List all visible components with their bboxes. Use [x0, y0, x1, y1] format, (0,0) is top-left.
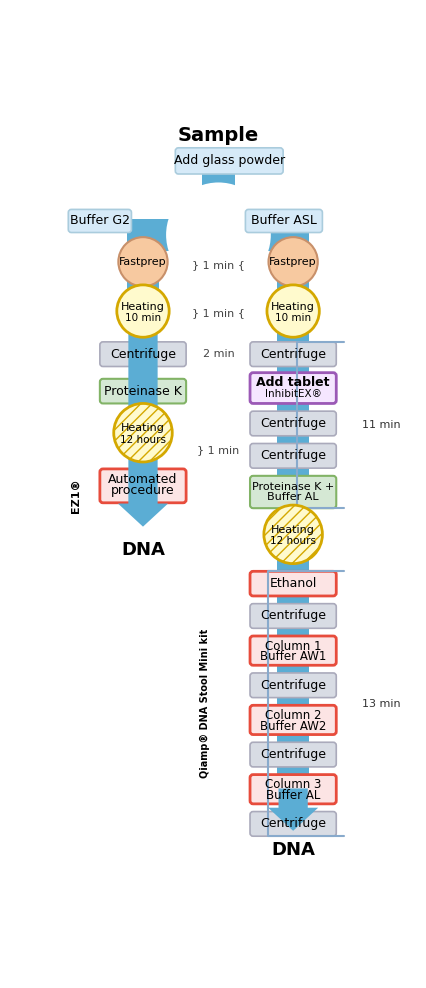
Text: 12 hours: 12 hours: [270, 536, 315, 546]
Text: Column 2: Column 2: [264, 708, 321, 722]
Text: Centrifuge: Centrifuge: [259, 450, 325, 462]
Text: 10 min: 10 min: [274, 313, 311, 323]
Text: Column 1: Column 1: [264, 639, 321, 652]
Text: DNA: DNA: [121, 540, 164, 559]
FancyBboxPatch shape: [68, 209, 131, 232]
FancyArrow shape: [268, 788, 317, 831]
Text: 12 hours: 12 hours: [120, 435, 166, 445]
FancyBboxPatch shape: [175, 148, 282, 174]
FancyBboxPatch shape: [100, 342, 186, 367]
Bar: [127, 218, 159, 333]
Text: } 1 min {: } 1 min {: [192, 260, 245, 270]
Text: Centrifuge: Centrifuge: [259, 817, 325, 830]
Circle shape: [117, 285, 169, 337]
Circle shape: [268, 237, 317, 287]
Text: } 1 min: } 1 min: [197, 445, 239, 454]
Text: Ethanol: Ethanol: [269, 577, 316, 590]
FancyBboxPatch shape: [250, 411, 336, 436]
Bar: [276, 218, 308, 788]
Text: Buffer AW1: Buffer AW1: [259, 650, 325, 663]
Text: Centrifuge: Centrifuge: [110, 348, 176, 361]
FancyBboxPatch shape: [250, 775, 336, 804]
FancyArrow shape: [118, 333, 167, 527]
FancyBboxPatch shape: [250, 372, 336, 403]
Text: Buffer AW2: Buffer AW2: [259, 719, 325, 732]
Bar: [202, 174, 234, 218]
FancyBboxPatch shape: [100, 378, 186, 403]
Text: Centrifuge: Centrifuge: [259, 748, 325, 761]
FancyBboxPatch shape: [250, 673, 336, 698]
Text: Automated: Automated: [108, 473, 177, 486]
Text: Proteinase K: Proteinase K: [104, 384, 181, 397]
FancyBboxPatch shape: [250, 636, 336, 665]
Text: Proteinase K +: Proteinase K +: [251, 481, 334, 492]
Text: Column 3: Column 3: [265, 779, 321, 791]
Text: Add glass powder: Add glass powder: [173, 154, 284, 167]
Circle shape: [263, 505, 322, 563]
Text: Heating: Heating: [271, 525, 314, 535]
Circle shape: [266, 285, 319, 337]
Text: Heating: Heating: [271, 302, 314, 312]
FancyBboxPatch shape: [250, 811, 336, 836]
Text: Buffer AL: Buffer AL: [265, 788, 320, 802]
FancyBboxPatch shape: [250, 571, 336, 596]
FancyBboxPatch shape: [250, 604, 336, 628]
Text: Add tablet: Add tablet: [256, 376, 329, 389]
FancyBboxPatch shape: [250, 476, 336, 508]
Bar: [127, 218, 308, 251]
Text: 10 min: 10 min: [125, 313, 161, 323]
Text: InhibitEX®: InhibitEX®: [264, 389, 321, 399]
Text: Buffer G2: Buffer G2: [70, 214, 130, 227]
Text: Qiamp® DNA Stool Mini kit: Qiamp® DNA Stool Mini kit: [199, 629, 209, 779]
Text: 2 min: 2 min: [202, 349, 234, 360]
FancyBboxPatch shape: [250, 444, 336, 468]
Text: DNA: DNA: [271, 841, 314, 859]
Text: Fastprep: Fastprep: [119, 257, 167, 267]
Text: Centrifuge: Centrifuge: [259, 417, 325, 430]
Text: 11 min: 11 min: [362, 420, 400, 430]
Text: Fastprep: Fastprep: [269, 257, 316, 267]
Text: EZ1®: EZ1®: [71, 478, 81, 513]
Text: } 1 min {: } 1 min {: [192, 307, 245, 317]
Text: Buffer ASL: Buffer ASL: [250, 214, 316, 227]
FancyBboxPatch shape: [250, 342, 336, 367]
Circle shape: [166, 183, 270, 288]
Text: Centrifuge: Centrifuge: [259, 679, 325, 692]
Text: 13 min: 13 min: [362, 699, 400, 708]
Circle shape: [118, 237, 167, 287]
Circle shape: [113, 403, 172, 462]
Text: Centrifuge: Centrifuge: [259, 610, 325, 622]
Text: Sample: Sample: [177, 126, 259, 145]
FancyBboxPatch shape: [250, 742, 336, 767]
FancyBboxPatch shape: [250, 705, 336, 734]
FancyBboxPatch shape: [245, 209, 322, 232]
Text: Centrifuge: Centrifuge: [259, 348, 325, 361]
Text: procedure: procedure: [111, 484, 174, 497]
Text: Buffer AL: Buffer AL: [267, 492, 318, 503]
Text: Heating: Heating: [121, 302, 164, 312]
Text: Heating: Heating: [121, 423, 164, 433]
FancyBboxPatch shape: [100, 469, 186, 503]
